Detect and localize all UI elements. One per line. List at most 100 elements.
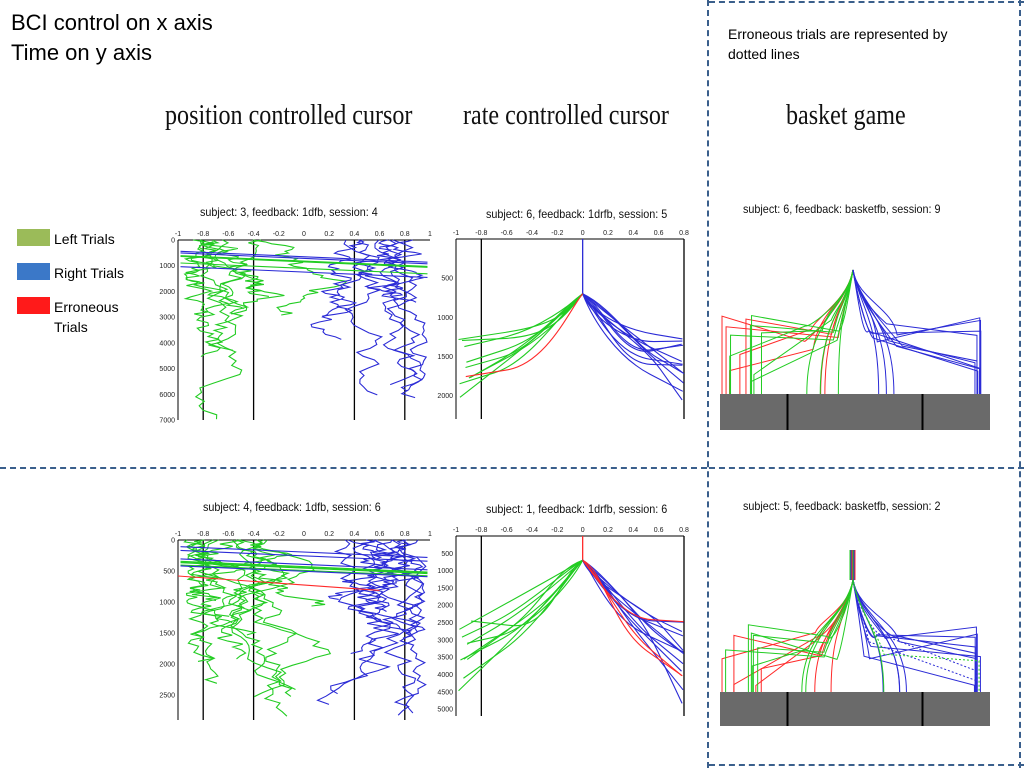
y-tick-label: 1000 [437, 315, 453, 322]
legend-label-left: Left Trials [54, 231, 115, 247]
left-trial-line [757, 579, 854, 692]
divider-horizontal-right [709, 467, 1024, 469]
x-tick-label: 0.2 [324, 231, 334, 238]
right-trial-line [852, 269, 982, 394]
title-line-1: BCI control on x axis [11, 10, 213, 35]
x-tick-label: -1 [453, 230, 459, 237]
chart-2-plot: -1 -0.8 -0.6 -0.4 -0.2 0 0.2 0.4 0.6 0.8 500 1000 15… [437, 230, 689, 419]
chart-6-title: subject: 5, feedback: basketfb, session:… [743, 499, 941, 513]
y-tick-label: 5000 [159, 366, 175, 373]
legend-label-right: Right Trials [54, 265, 125, 281]
right-trial-line [180, 250, 428, 263]
x-tick-label: 1 [428, 231, 432, 238]
left-trial-line [463, 559, 584, 660]
x-tick-label: -0.8 [197, 231, 209, 238]
x-tick-label: 0 [581, 527, 585, 534]
y-tick-label: 2000 [437, 393, 453, 400]
x-tick-label: 0.4 [628, 230, 638, 237]
right-trial-line [320, 239, 365, 317]
right-trial-line [582, 559, 684, 655]
right-trial-line [582, 293, 684, 392]
divider-top-edge [709, 1, 1024, 3]
left-trial-line [180, 255, 428, 268]
x-tick-label: 0 [581, 230, 585, 237]
x-tick-label: 0.8 [679, 230, 689, 237]
y-tick-label: 1500 [159, 631, 175, 638]
y-tick-label: 3500 [437, 655, 453, 662]
x-tick-label: -0.6 [222, 531, 234, 538]
left-trial-line [252, 239, 348, 316]
divider-horizontal-left [0, 467, 707, 469]
right-trial-line [347, 539, 426, 633]
left-trial-line [180, 255, 428, 268]
error-trial-line [582, 559, 683, 677]
left-trial-line [200, 539, 288, 717]
y-tick-label: 500 [441, 276, 453, 283]
x-tick-label: -1 [175, 531, 181, 538]
right-trial-line [180, 546, 428, 559]
x-tick-label: -0.4 [248, 531, 260, 538]
left-trial-line [180, 262, 428, 275]
right-trial-line [367, 239, 424, 297]
left-trial-line [187, 539, 316, 662]
y-tick-label: 1500 [437, 585, 453, 592]
x-tick-label: 0.6 [375, 231, 385, 238]
chart-5-plot: -1 -0.8 -0.6 -0.4 -0.2 0 0.2 0.4 0.6 0.8 500 1000 15… [437, 527, 689, 716]
column-title-rate: rate controlled cursor [463, 100, 669, 131]
x-tick-label: -0.2 [273, 531, 285, 538]
right-trial-line [852, 579, 981, 692]
right-trial-line [330, 539, 391, 695]
right-trial-line [310, 239, 380, 340]
page-title: BCI control on x axis Time on y axis [11, 8, 213, 68]
right-trial-line [852, 269, 887, 395]
left-trial-line [180, 561, 428, 574]
right-trial-line [180, 565, 428, 578]
y-tick-label: 7000 [159, 418, 175, 425]
y-tick-label: 1000 [437, 568, 453, 575]
x-tick-label: 0.4 [628, 527, 638, 534]
left-trial-line [194, 239, 243, 420]
error-trial-line [582, 559, 683, 676]
y-tick-label: 500 [441, 551, 453, 558]
x-tick-label: 0.2 [603, 230, 613, 237]
y-tick-label: 4000 [437, 672, 453, 679]
x-tick-label: 0.6 [654, 230, 664, 237]
right-trial-line [350, 539, 424, 655]
x-tick-label: 0.4 [350, 531, 360, 538]
y-tick-label: 3000 [437, 637, 453, 644]
x-tick-label: -0.2 [551, 527, 563, 534]
left-trial-line [466, 293, 584, 363]
chart-1-plot: -1 -0.8 -0.6 -0.4 -0.2 0 0.2 0.4 0.6 0.8 1 0 1000 200… [159, 231, 432, 425]
x-tick-label: -0.8 [475, 230, 487, 237]
x-tick-label: -0.2 [551, 230, 563, 237]
left-trial-line [185, 239, 244, 310]
y-tick-label: 4500 [437, 689, 453, 696]
x-tick-label: 0.2 [324, 531, 334, 538]
x-tick-label: 0.4 [350, 231, 360, 238]
divider-bottom-edge [709, 764, 1024, 766]
y-tick-label: 1000 [159, 263, 175, 270]
x-tick-label: -0.6 [222, 231, 234, 238]
right-trial-line [582, 559, 684, 623]
x-tick-label: -1 [175, 231, 181, 238]
left-trial-line [180, 560, 428, 573]
x-tick-label: 0.6 [654, 527, 664, 534]
chart-3-plot [720, 269, 990, 430]
left-trial-line [819, 269, 854, 395]
x-tick-label: -1 [453, 527, 459, 534]
chart-3-title: subject: 6, feedback: basketfb, session:… [743, 202, 941, 216]
chart-6-plot [720, 550, 990, 726]
left-trial-line [852, 579, 885, 693]
y-tick-label: 500 [163, 569, 175, 576]
y-tick-label: 2500 [437, 620, 453, 627]
x-tick-label: 0.8 [400, 231, 410, 238]
x-tick-label: -0.6 [501, 230, 513, 237]
left-trial-line [752, 579, 854, 692]
error-trial-line [745, 269, 854, 394]
left-trial-line [200, 239, 250, 358]
left-trial-line [201, 539, 291, 636]
legend-erroneous-trials: Erroneous Trials [17, 297, 144, 337]
y-tick-label: 1000 [159, 600, 175, 607]
right-trial-line [582, 293, 684, 384]
x-tick-label: -0.4 [526, 230, 538, 237]
